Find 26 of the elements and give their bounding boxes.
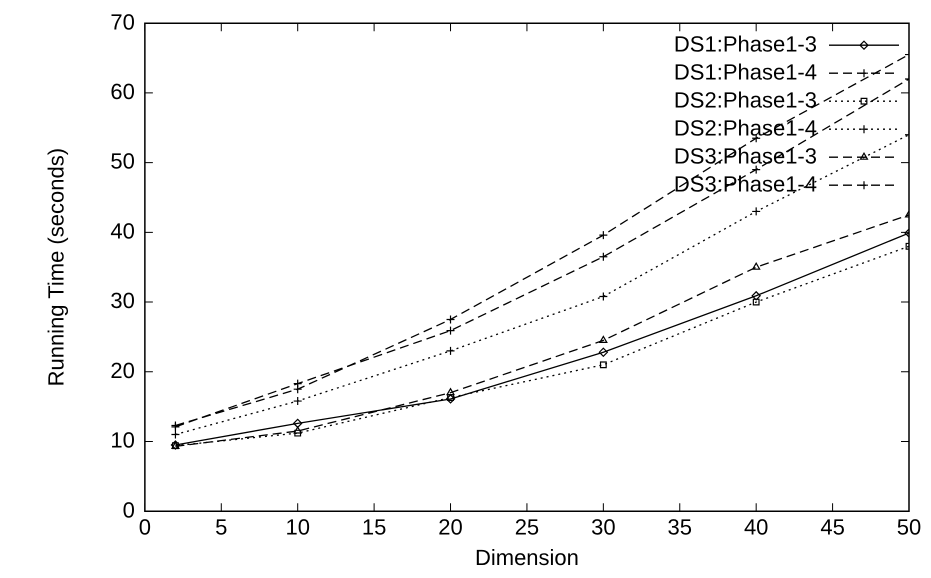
y-tick-label: 20 (110, 358, 135, 383)
legend-label: DS1:Phase1-4 (674, 59, 817, 84)
x-tick-label: 5 (215, 514, 228, 540)
x-tick-label: 0 (138, 514, 151, 540)
legend-label: DS1:Phase1-3 (674, 31, 817, 56)
x-tick-label: 40 (744, 514, 768, 540)
x-tick-label: 25 (514, 514, 540, 540)
x-tick-label: 20 (438, 514, 463, 540)
x-tick-label: 50 (896, 514, 922, 540)
legend-label: DS2:Phase1-3 (674, 87, 817, 112)
y-tick-label: 0 (122, 497, 135, 522)
y-tick-label: 10 (110, 428, 135, 453)
x-tick-label: 45 (820, 514, 845, 540)
x-tick-label: 10 (285, 514, 310, 540)
y-tick-label: 30 (110, 288, 135, 314)
y-tick-label: 70 (110, 9, 135, 34)
x-tick-label: 35 (668, 514, 692, 540)
x-tick-label: 30 (591, 514, 616, 540)
legend-label: DS3:Phase1-4 (674, 171, 817, 196)
y-tick-label: 60 (110, 78, 135, 104)
x-tick-label: 15 (362, 514, 386, 540)
y-axis-title: Running Time (seconds) (43, 148, 68, 386)
y-tick-label: 40 (110, 218, 135, 244)
x-axis-title: Dimension (474, 544, 579, 570)
y-tick-label: 50 (110, 148, 135, 174)
legend-label: DS2:Phase1-4 (674, 115, 817, 140)
